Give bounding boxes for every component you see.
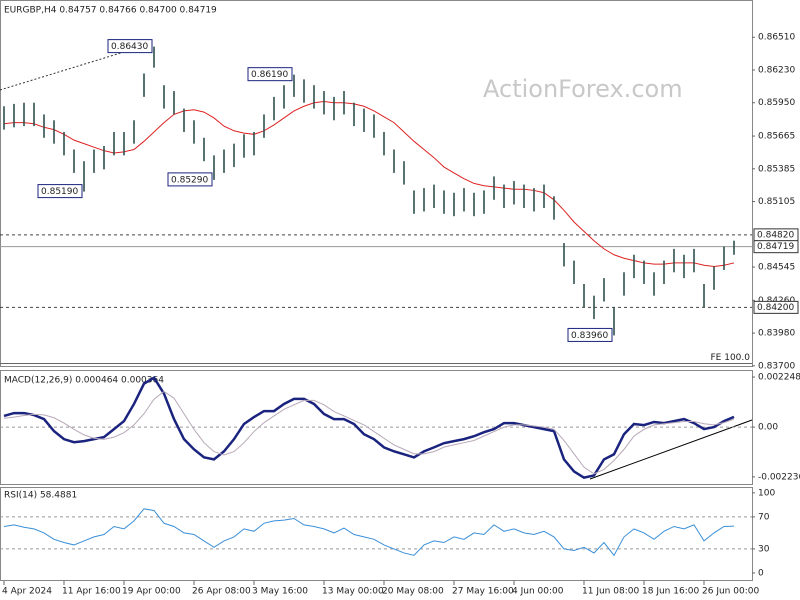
- y-tick-label: 0.00: [758, 423, 778, 433]
- y-tick-label: 0.85665: [758, 132, 795, 142]
- annotation-box: [167, 172, 213, 187]
- level-box: [753, 240, 799, 254]
- x-tick-label: 11 Jun 08:00: [582, 587, 639, 597]
- y-tick-label: 0.85385: [758, 164, 795, 174]
- y-tick-label: 0.83700: [758, 361, 795, 371]
- level-label: 0.84200: [757, 303, 794, 313]
- y-tick-label: 0.84260: [758, 296, 795, 306]
- y-tick-label: 70: [758, 512, 770, 522]
- series-line: [3, 101, 735, 267]
- fe-label: FE 100.0: [711, 353, 751, 363]
- x-tick-label: 13 May 00:00: [322, 587, 384, 597]
- series-line: [3, 375, 735, 479]
- annotation-box: [107, 39, 153, 54]
- x-tick-label: 4 Jun 00:00: [512, 587, 564, 597]
- y-tick-label: 0.86510: [758, 33, 795, 43]
- x-tick-label: 19 Apr 00:00: [122, 587, 181, 597]
- x-tick-label: 20 May 08:00: [382, 587, 444, 597]
- annotation-label: 0.86190: [251, 70, 288, 80]
- level-label: 0.84719: [757, 242, 794, 252]
- y-tick-label: 0.84545: [758, 263, 795, 273]
- series-line: [3, 508, 735, 557]
- macd-title: MACD(12,26,9) 0.000464 0.000364: [4, 376, 164, 386]
- y-tick-label: 0.85950: [758, 98, 795, 108]
- annotation-label: 0.83960: [571, 331, 608, 341]
- annotation-box: [37, 184, 83, 199]
- y-tick-label: 100: [758, 488, 775, 498]
- y-tick-label: 0.002248: [758, 373, 800, 383]
- rsi-title: RSI(14) 58.4881: [4, 491, 77, 501]
- annotation-box: [567, 327, 613, 342]
- price-title: EURGBP,H4 0.84757 0.84766 0.84700 0.8471…: [4, 6, 217, 16]
- watermark: ActionForex.com: [483, 75, 683, 103]
- x-tick-label: 18 Jun 16:00: [642, 587, 699, 597]
- y-tick-label: 0: [758, 568, 764, 578]
- annotation-box: [247, 67, 293, 82]
- y-tick-label: 0.86230: [758, 65, 795, 75]
- macd-panel: [0, 370, 753, 485]
- rsi-panel: [0, 487, 753, 581]
- x-tick-label: 3 May 16:00: [252, 587, 308, 597]
- level-label: 0.84820: [757, 230, 794, 240]
- annotation-label: 0.85290: [171, 175, 208, 185]
- x-tick-label: 4 Apr 2024: [2, 587, 52, 597]
- x-tick-label: 26 Apr 08:00: [192, 587, 251, 597]
- y-tick-label: 30: [758, 544, 770, 554]
- annotation-label: 0.85190: [41, 187, 78, 197]
- y-tick-label: -0.002236: [758, 472, 800, 482]
- y-tick-label: 0.83980: [758, 329, 795, 339]
- x-tick-label: 27 May 16:00: [452, 587, 514, 597]
- macd-trend-line: [589, 419, 753, 480]
- y-tick-label: 0.85105: [758, 197, 795, 207]
- price-panel: [0, 0, 753, 367]
- x-tick-label: 11 Apr 16:00: [62, 587, 121, 597]
- level-box: [753, 300, 799, 314]
- annotation-label: 0.86430: [111, 42, 148, 52]
- x-tick-label: 26 Jun 00:00: [702, 587, 759, 597]
- series-line: [3, 390, 735, 475]
